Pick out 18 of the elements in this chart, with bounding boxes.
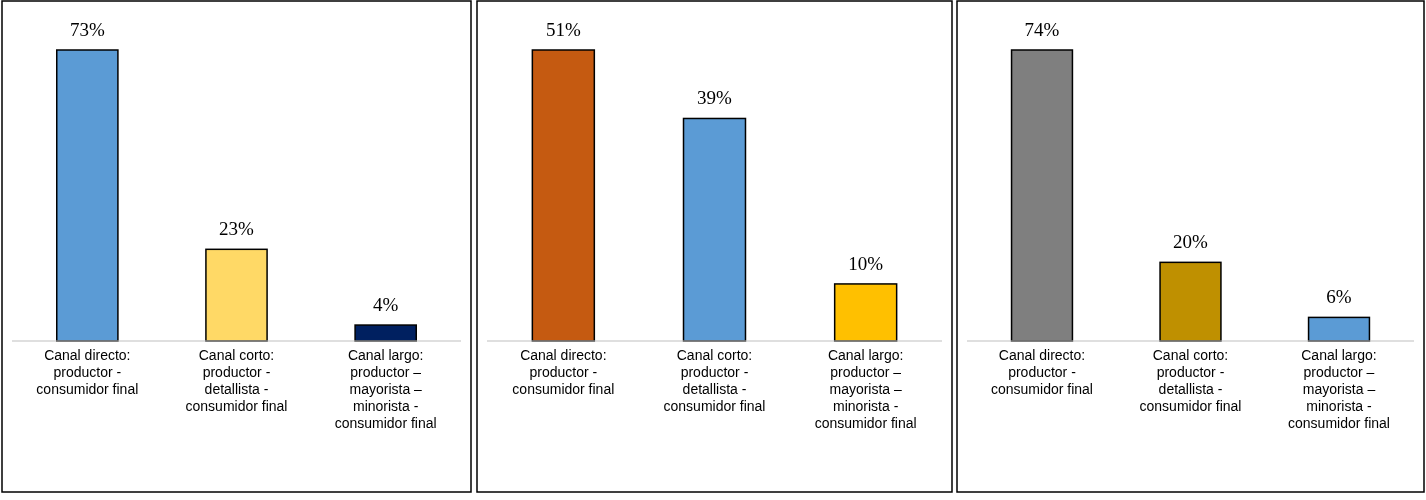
- x-tick-label: Canal largo: productor – mayorista – minorista - consumidor final: [1288, 347, 1390, 431]
- x-tick-label: Canal directo: productor - consumidor final: [991, 347, 1093, 397]
- data-label: 4%: [373, 294, 399, 316]
- data-label: 20%: [1173, 231, 1209, 253]
- data-label: 10%: [848, 252, 884, 274]
- x-tick-label: Canal corto: productor - detallista - consumidor final: [663, 347, 766, 414]
- data-label: 73%: [69, 19, 105, 40]
- data-label: 39%: [697, 87, 733, 109]
- data-label: 23%: [219, 218, 255, 240]
- x-tick-label: Canal corto: productor - detallista - consumidor final: [185, 347, 288, 414]
- data-label: 6%: [1326, 286, 1352, 308]
- x-tick-label: Canal largo: productor – mayorista – minorista - consumidor final: [334, 347, 437, 431]
- x-tick-label: Canal corto: productor - detallista - consumidor final: [1139, 347, 1242, 414]
- x-tick-label: Canal directo: productor - consumidor final: [512, 347, 615, 397]
- data-label: 51%: [545, 19, 581, 40]
- data-label: 74%: [1024, 19, 1060, 40]
- x-tick-label: Canal directo: productor - consumidor final: [36, 347, 139, 397]
- x-tick-label: Canal largo: productor – mayorista – minorista - consumidor final: [814, 347, 917, 431]
